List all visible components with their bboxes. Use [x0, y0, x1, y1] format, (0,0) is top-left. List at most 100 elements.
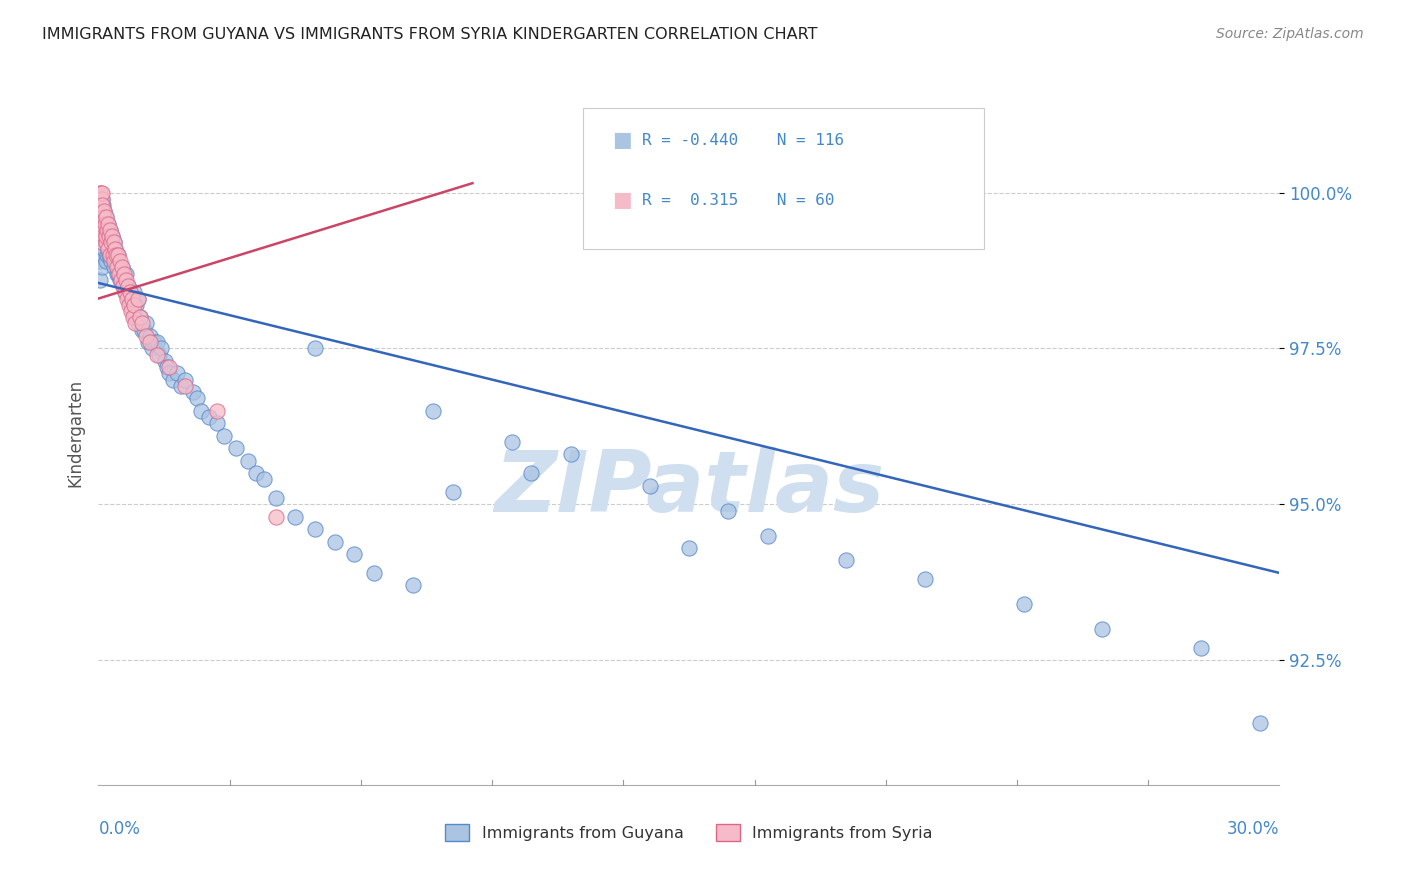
- Point: [128, 310, 150, 325]
- Point: [756, 528, 779, 542]
- Point: [115, 279, 138, 293]
- Point: [264, 491, 287, 505]
- Point: [115, 292, 138, 306]
- Point: [100, 235, 122, 250]
- Point: [122, 298, 145, 312]
- Point: [111, 279, 134, 293]
- Point: [90, 204, 112, 219]
- Point: [104, 242, 127, 256]
- Point: [97, 217, 120, 231]
- Point: [94, 229, 117, 244]
- Point: [98, 248, 121, 262]
- Point: [236, 453, 259, 467]
- Point: [560, 447, 582, 461]
- Point: [90, 198, 112, 212]
- Point: [135, 329, 157, 343]
- Point: [105, 267, 128, 281]
- Point: [91, 186, 114, 200]
- Point: [253, 472, 276, 486]
- Point: [96, 211, 118, 225]
- Point: [98, 248, 121, 262]
- Point: [112, 279, 135, 293]
- Point: [121, 304, 143, 318]
- Point: [111, 260, 134, 275]
- Point: [89, 211, 111, 225]
- Point: [197, 410, 219, 425]
- Point: [110, 273, 132, 287]
- Point: [124, 317, 146, 331]
- Point: [138, 329, 160, 343]
- Point: [146, 348, 169, 362]
- Point: [105, 260, 128, 275]
- Point: [101, 229, 124, 244]
- Point: [93, 235, 115, 250]
- Point: [1189, 640, 1212, 655]
- Point: [98, 229, 121, 244]
- Point: [90, 198, 112, 212]
- Point: [103, 254, 125, 268]
- Point: [108, 254, 131, 268]
- Point: [343, 547, 366, 561]
- Point: [127, 292, 149, 306]
- Point: [115, 267, 138, 281]
- Point: [125, 298, 148, 312]
- Point: [91, 260, 114, 275]
- Point: [93, 211, 115, 225]
- Point: [100, 254, 122, 268]
- Point: [105, 254, 128, 268]
- Point: [96, 254, 118, 268]
- Point: [162, 373, 184, 387]
- Point: [138, 335, 160, 350]
- Point: [91, 211, 114, 225]
- Point: [174, 373, 197, 387]
- Point: [205, 417, 228, 431]
- Point: [1249, 715, 1271, 730]
- Point: [121, 292, 143, 306]
- Point: [835, 553, 858, 567]
- Point: [91, 223, 114, 237]
- Point: [98, 229, 121, 244]
- Point: [717, 503, 740, 517]
- Point: [91, 192, 114, 206]
- Point: [91, 198, 114, 212]
- Point: [115, 273, 138, 287]
- Point: [93, 204, 115, 219]
- Point: [678, 541, 700, 555]
- Point: [118, 285, 141, 300]
- Point: [128, 310, 150, 325]
- Point: [108, 267, 131, 281]
- Point: [96, 248, 118, 262]
- Y-axis label: Kindergarten: Kindergarten: [66, 378, 84, 487]
- Point: [157, 367, 180, 381]
- Point: [93, 223, 115, 237]
- Point: [110, 267, 132, 281]
- Point: [304, 342, 326, 356]
- Point: [122, 285, 145, 300]
- Point: [638, 478, 661, 492]
- Point: [98, 248, 121, 262]
- Point: [155, 354, 177, 368]
- Point: [118, 298, 141, 312]
- Point: [98, 223, 121, 237]
- Point: [402, 578, 425, 592]
- Point: [97, 242, 120, 256]
- Point: [114, 285, 136, 300]
- Point: [97, 242, 120, 256]
- Point: [142, 335, 165, 350]
- Point: [89, 235, 111, 250]
- Point: [135, 317, 157, 331]
- Point: [103, 235, 125, 250]
- Point: [94, 235, 117, 250]
- Point: [93, 223, 115, 237]
- Point: [114, 285, 136, 300]
- Text: ■: ■: [612, 190, 631, 211]
- Point: [107, 248, 129, 262]
- Point: [117, 279, 139, 293]
- Text: 30.0%: 30.0%: [1227, 821, 1279, 838]
- Point: [1012, 597, 1035, 611]
- Point: [101, 229, 124, 244]
- Text: Source: ZipAtlas.com: Source: ZipAtlas.com: [1216, 27, 1364, 41]
- Point: [170, 379, 193, 393]
- Point: [156, 360, 179, 375]
- Point: [146, 335, 169, 350]
